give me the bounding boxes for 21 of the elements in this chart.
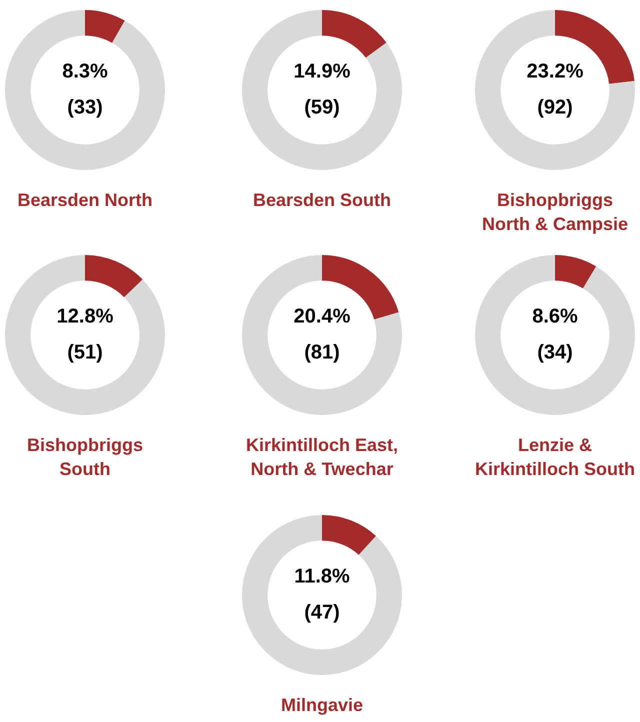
text: 14.9% — [294, 60, 351, 83]
text: 8.3% — [62, 60, 108, 83]
text: Bishopbriggs North & Campsie — [480, 189, 630, 236]
text: Bearsden North — [16, 189, 154, 212]
text: (51) — [67, 342, 103, 364]
text: (47) — [304, 602, 340, 624]
text: 12.8% — [56, 306, 114, 328]
text: (33) — [67, 96, 103, 119]
text: Bishopbriggs South — [26, 434, 144, 481]
text: (92) — [537, 96, 573, 119]
text: (59) — [304, 96, 340, 119]
text: 23.2% — [526, 60, 584, 83]
text: Lenzie & Kirkintilloch South — [474, 434, 636, 481]
text: 20.4% — [294, 306, 351, 328]
text: 11.8% — [294, 566, 350, 588]
text: Milngavie — [280, 694, 364, 717]
text: 8.6% — [532, 306, 578, 328]
text: Bearsden South — [252, 189, 392, 212]
text: Kirkintilloch East, North & Twechar — [244, 434, 400, 481]
text: (81) — [304, 342, 340, 364]
text: (34) — [537, 342, 573, 364]
